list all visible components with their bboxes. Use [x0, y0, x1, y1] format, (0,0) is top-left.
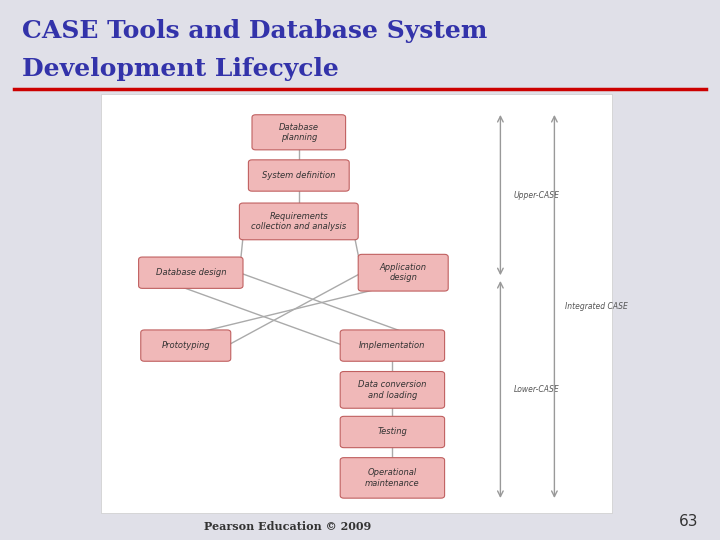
Text: Lower-CASE: Lower-CASE: [513, 385, 559, 394]
Text: Database
planning: Database planning: [279, 123, 319, 142]
Text: Pearson Education © 2009: Pearson Education © 2009: [204, 521, 372, 532]
Text: Development Lifecycle: Development Lifecycle: [22, 57, 338, 80]
FancyBboxPatch shape: [341, 330, 445, 361]
Text: Integrated CASE: Integrated CASE: [565, 302, 628, 311]
FancyBboxPatch shape: [138, 257, 243, 288]
FancyBboxPatch shape: [341, 416, 445, 448]
Text: CASE Tools and Database System: CASE Tools and Database System: [22, 19, 487, 43]
Text: Prototyping: Prototyping: [161, 341, 210, 350]
Text: Testing: Testing: [377, 428, 408, 436]
Text: Implementation: Implementation: [359, 341, 426, 350]
Text: Requirements
collection and analysis: Requirements collection and analysis: [251, 212, 346, 231]
FancyBboxPatch shape: [141, 330, 230, 361]
Text: Upper-CASE: Upper-CASE: [513, 191, 559, 200]
Text: System definition: System definition: [262, 171, 336, 180]
Text: Operational
maintenance: Operational maintenance: [365, 468, 420, 488]
Text: Application
design: Application design: [379, 263, 427, 282]
FancyBboxPatch shape: [101, 94, 612, 513]
Text: Data conversion
and loading: Data conversion and loading: [359, 380, 426, 400]
FancyBboxPatch shape: [341, 458, 445, 498]
Text: 63: 63: [679, 514, 698, 529]
Text: Database design: Database design: [156, 268, 226, 277]
FancyBboxPatch shape: [248, 160, 349, 191]
FancyBboxPatch shape: [239, 203, 358, 240]
FancyBboxPatch shape: [359, 254, 448, 291]
FancyBboxPatch shape: [252, 114, 346, 150]
FancyBboxPatch shape: [341, 372, 445, 408]
